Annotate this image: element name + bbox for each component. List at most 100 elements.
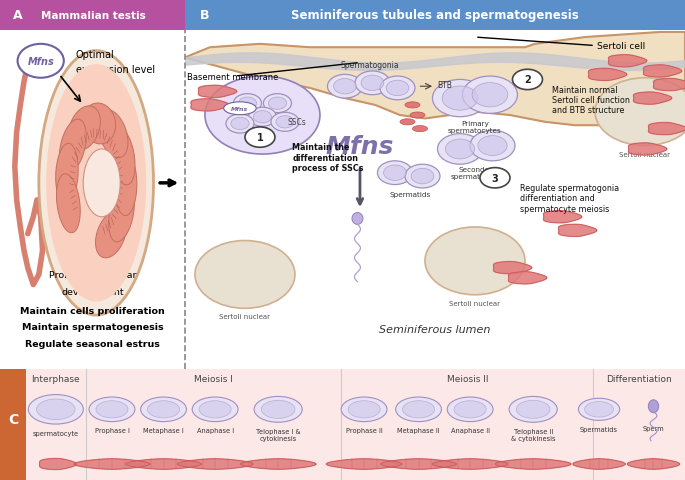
Text: 3: 3 bbox=[492, 173, 499, 183]
Ellipse shape bbox=[412, 126, 427, 132]
Ellipse shape bbox=[147, 401, 179, 418]
Ellipse shape bbox=[509, 396, 557, 422]
Text: Spermatogonia: Spermatogonia bbox=[340, 61, 399, 70]
Ellipse shape bbox=[39, 51, 153, 315]
Ellipse shape bbox=[249, 108, 277, 127]
Polygon shape bbox=[240, 459, 316, 469]
Ellipse shape bbox=[584, 402, 614, 417]
Text: Promote testicular: Promote testicular bbox=[49, 270, 136, 279]
Text: Sertoli cell: Sertoli cell bbox=[597, 42, 646, 51]
Polygon shape bbox=[199, 86, 237, 98]
Ellipse shape bbox=[403, 401, 434, 418]
Ellipse shape bbox=[442, 87, 478, 111]
Ellipse shape bbox=[380, 77, 415, 101]
Text: spermatocyte: spermatocyte bbox=[33, 430, 79, 436]
Text: Sertoli nuclear: Sertoli nuclear bbox=[619, 151, 671, 157]
Text: Optimal: Optimal bbox=[76, 50, 114, 60]
Polygon shape bbox=[588, 69, 627, 81]
Text: Basement membrane: Basement membrane bbox=[188, 72, 279, 82]
Circle shape bbox=[245, 128, 275, 148]
Bar bbox=[26, 370, 86, 480]
Ellipse shape bbox=[28, 395, 84, 424]
Text: Secondary
spermatocytes: Secondary spermatocytes bbox=[451, 167, 504, 180]
Ellipse shape bbox=[355, 72, 390, 96]
Ellipse shape bbox=[276, 117, 294, 129]
Polygon shape bbox=[627, 459, 680, 469]
Text: Maintain the
differentiation
process of SSCs: Maintain the differentiation process of … bbox=[292, 143, 364, 173]
Text: Interphase: Interphase bbox=[32, 374, 80, 384]
Text: A: A bbox=[13, 9, 23, 22]
Ellipse shape bbox=[648, 400, 659, 413]
Text: BTB: BTB bbox=[438, 81, 452, 90]
Ellipse shape bbox=[269, 98, 286, 110]
Ellipse shape bbox=[89, 397, 135, 422]
Polygon shape bbox=[508, 272, 547, 284]
Ellipse shape bbox=[36, 399, 75, 420]
Ellipse shape bbox=[384, 166, 406, 181]
Text: Mammalian testis: Mammalian testis bbox=[40, 11, 145, 21]
Ellipse shape bbox=[400, 120, 415, 126]
Text: Metaphase II: Metaphase II bbox=[397, 427, 440, 433]
Ellipse shape bbox=[231, 118, 249, 131]
Ellipse shape bbox=[348, 401, 380, 418]
Ellipse shape bbox=[472, 84, 508, 108]
Text: SSCs: SSCs bbox=[288, 118, 306, 127]
Polygon shape bbox=[649, 123, 685, 135]
Ellipse shape bbox=[46, 65, 146, 302]
Text: expression level: expression level bbox=[76, 65, 155, 75]
Ellipse shape bbox=[454, 401, 486, 418]
Ellipse shape bbox=[405, 165, 440, 189]
Ellipse shape bbox=[140, 397, 186, 422]
Text: Maintain spermatogenesis: Maintain spermatogenesis bbox=[22, 323, 163, 332]
Text: Sertoli nuclear: Sertoli nuclear bbox=[449, 300, 501, 306]
Ellipse shape bbox=[234, 95, 262, 113]
Ellipse shape bbox=[238, 98, 257, 110]
Bar bbox=[86, 370, 341, 480]
Bar bbox=[341, 370, 593, 480]
Text: Prophase II: Prophase II bbox=[346, 427, 382, 433]
Text: Sperm: Sperm bbox=[643, 425, 664, 431]
Ellipse shape bbox=[578, 398, 620, 420]
Circle shape bbox=[425, 228, 525, 295]
Ellipse shape bbox=[68, 107, 101, 151]
Ellipse shape bbox=[253, 111, 271, 124]
Text: Telophase I &
cytokinesis: Telophase I & cytokinesis bbox=[256, 428, 301, 441]
Ellipse shape bbox=[192, 397, 238, 422]
Circle shape bbox=[512, 70, 543, 90]
Circle shape bbox=[205, 77, 320, 155]
Ellipse shape bbox=[377, 161, 412, 185]
Bar bbox=[593, 370, 685, 480]
Polygon shape bbox=[432, 459, 508, 469]
Ellipse shape bbox=[478, 136, 507, 156]
Ellipse shape bbox=[114, 156, 137, 216]
Polygon shape bbox=[543, 211, 582, 223]
Polygon shape bbox=[573, 459, 625, 469]
Ellipse shape bbox=[60, 120, 86, 174]
Ellipse shape bbox=[95, 212, 127, 258]
Ellipse shape bbox=[264, 95, 291, 113]
Ellipse shape bbox=[224, 103, 256, 116]
Text: Anaphase II: Anaphase II bbox=[451, 427, 490, 433]
Polygon shape bbox=[326, 459, 402, 469]
Text: Meiosis I: Meiosis I bbox=[194, 374, 233, 384]
Ellipse shape bbox=[98, 110, 128, 158]
Polygon shape bbox=[495, 459, 571, 469]
Text: development: development bbox=[61, 287, 124, 296]
Ellipse shape bbox=[405, 103, 420, 108]
Polygon shape bbox=[634, 93, 672, 105]
Polygon shape bbox=[40, 458, 76, 469]
Circle shape bbox=[195, 241, 295, 309]
Polygon shape bbox=[381, 459, 456, 469]
Polygon shape bbox=[177, 459, 253, 469]
Ellipse shape bbox=[84, 150, 121, 217]
Polygon shape bbox=[628, 144, 667, 156]
Polygon shape bbox=[74, 459, 150, 469]
Ellipse shape bbox=[361, 76, 384, 91]
Text: Maintain normal
Sertoli cell function
and BTB structure: Maintain normal Sertoli cell function an… bbox=[553, 85, 630, 115]
Ellipse shape bbox=[396, 397, 441, 422]
Text: Seminiferous lumen: Seminiferous lumen bbox=[379, 324, 490, 334]
Text: Regulate seasonal estrus: Regulate seasonal estrus bbox=[25, 340, 160, 348]
Text: Anaphase I: Anaphase I bbox=[197, 427, 234, 433]
Text: Meiosis II: Meiosis II bbox=[447, 374, 488, 384]
Polygon shape bbox=[643, 66, 682, 78]
